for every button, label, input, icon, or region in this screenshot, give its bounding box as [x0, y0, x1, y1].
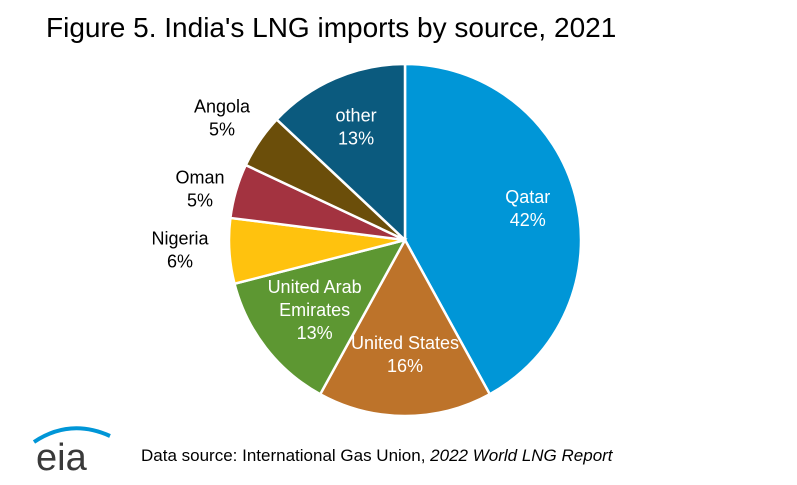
- logo-text: eia: [36, 437, 88, 476]
- source-title: 2022 World LNG Report: [430, 446, 613, 465]
- data-source-note: Data source: International Gas Union, 20…: [141, 446, 613, 466]
- pie-slice-united-states: [318, 237, 492, 418]
- pie-slice-united-arab-emirates: [233, 238, 408, 396]
- slice-label-other: other 13%: [336, 105, 377, 148]
- source-prefix: Data source: International Gas Union,: [141, 446, 431, 465]
- slice-label-angola: Angola 5%: [194, 97, 251, 140]
- slice-label-qatar: Qatar 42%: [505, 187, 550, 230]
- slice-label-united-states: United States 16%: [351, 333, 459, 376]
- slice-label-united-arab-emirates: United Arab Emirates 13%: [268, 277, 362, 343]
- slice-label-nigeria: Nigeria 6%: [151, 229, 209, 272]
- pie-slice-qatar: [403, 62, 583, 396]
- eia-logo: eia: [30, 420, 120, 481]
- slice-label-oman: Oman 5%: [175, 168, 224, 211]
- pie-slice-other: [274, 62, 407, 243]
- slice-labels: Qatar 42% United States 16%United Arab Emira…: [151, 97, 550, 376]
- eia-logo-icon: eia: [32, 426, 111, 479]
- chart-title: Figure 5. India's LNG imports by source,…: [46, 12, 617, 43]
- pie-slices: [227, 62, 583, 418]
